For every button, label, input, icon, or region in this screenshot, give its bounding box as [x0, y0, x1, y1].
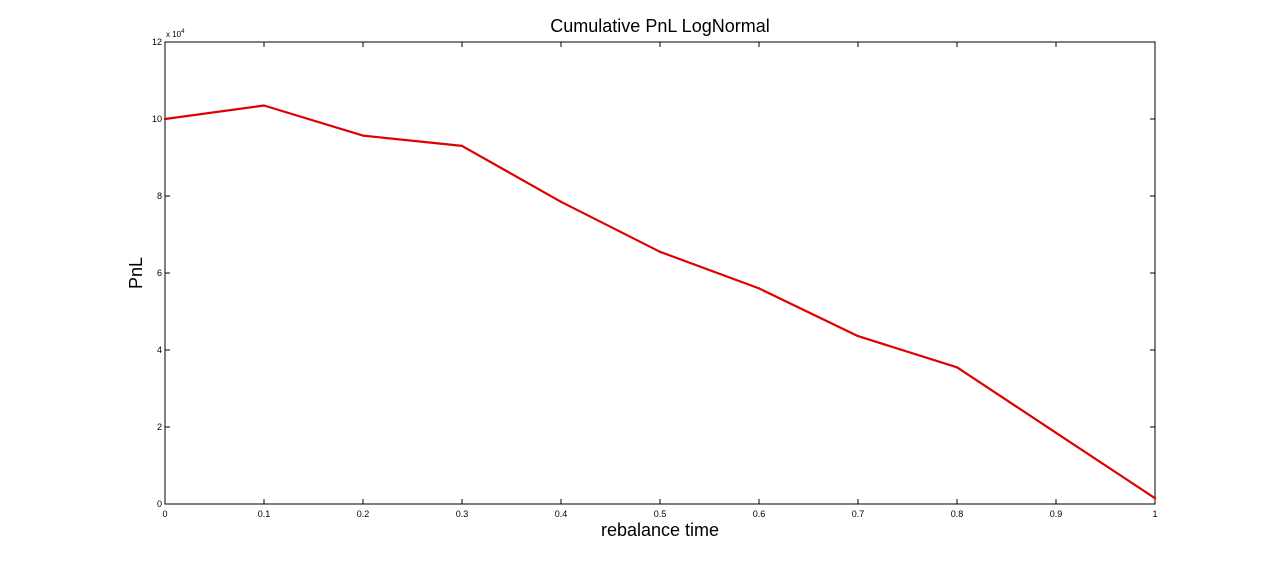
- y-axis-label: PnL: [126, 257, 146, 289]
- pnl-data-point: [262, 104, 266, 107]
- pnl-data-point: [955, 366, 959, 369]
- x-tick-label: 0.3: [456, 509, 469, 519]
- y-tick-label: 4: [157, 345, 162, 355]
- x-tick-label: 0.8: [951, 509, 964, 519]
- pnl-data-point: [856, 335, 860, 338]
- x-axis-ticks: 0 0.1 0.2 0.3 0.4 0.5 0.6 0.7 0.8 0.9 1: [162, 42, 1158, 519]
- x-tick-label: 0: [162, 509, 167, 519]
- x-tick-label: 0.5: [654, 509, 667, 519]
- pnl-data-point: [460, 144, 464, 148]
- chart-title: Cumulative PnL LogNormal: [550, 16, 769, 36]
- y-tick-label: 0: [157, 499, 162, 509]
- y-tick-label: 2: [157, 422, 162, 432]
- x-tick-label: 0.1: [258, 509, 271, 519]
- x-tick-label: 1: [1152, 509, 1157, 519]
- pnl-data-point: [658, 250, 662, 253]
- y-tick-label: 8: [157, 191, 162, 201]
- y-tick-label: 12: [152, 37, 162, 47]
- pnl-data-point: [757, 287, 761, 290]
- pnl-data-point: [361, 134, 365, 137]
- x-axis-label: rebalance time: [601, 520, 719, 540]
- pnl-data-point: [1054, 431, 1058, 434]
- x-tick-label: 0.2: [357, 509, 370, 519]
- pnl-data-point: [559, 200, 563, 203]
- x-tick-label: 0.6: [753, 509, 766, 519]
- y-tick-label: 6: [157, 268, 162, 278]
- x-tick-label: 0.7: [852, 509, 865, 519]
- pnl-data-point: [1153, 497, 1157, 500]
- x-tick-label: 0.9: [1050, 509, 1063, 519]
- y-axis-exponent-power: 4: [181, 29, 185, 35]
- x-tick-label: 0.4: [555, 509, 568, 519]
- series-layer: [163, 104, 1157, 500]
- plot-area-frame: [164, 41, 1156, 505]
- y-axis-exponent: x 104: [166, 29, 185, 39]
- y-axis-exponent-base: x 10: [166, 30, 182, 39]
- y-tick-label: 10: [152, 114, 162, 124]
- pnl-data-point: [163, 117, 167, 121]
